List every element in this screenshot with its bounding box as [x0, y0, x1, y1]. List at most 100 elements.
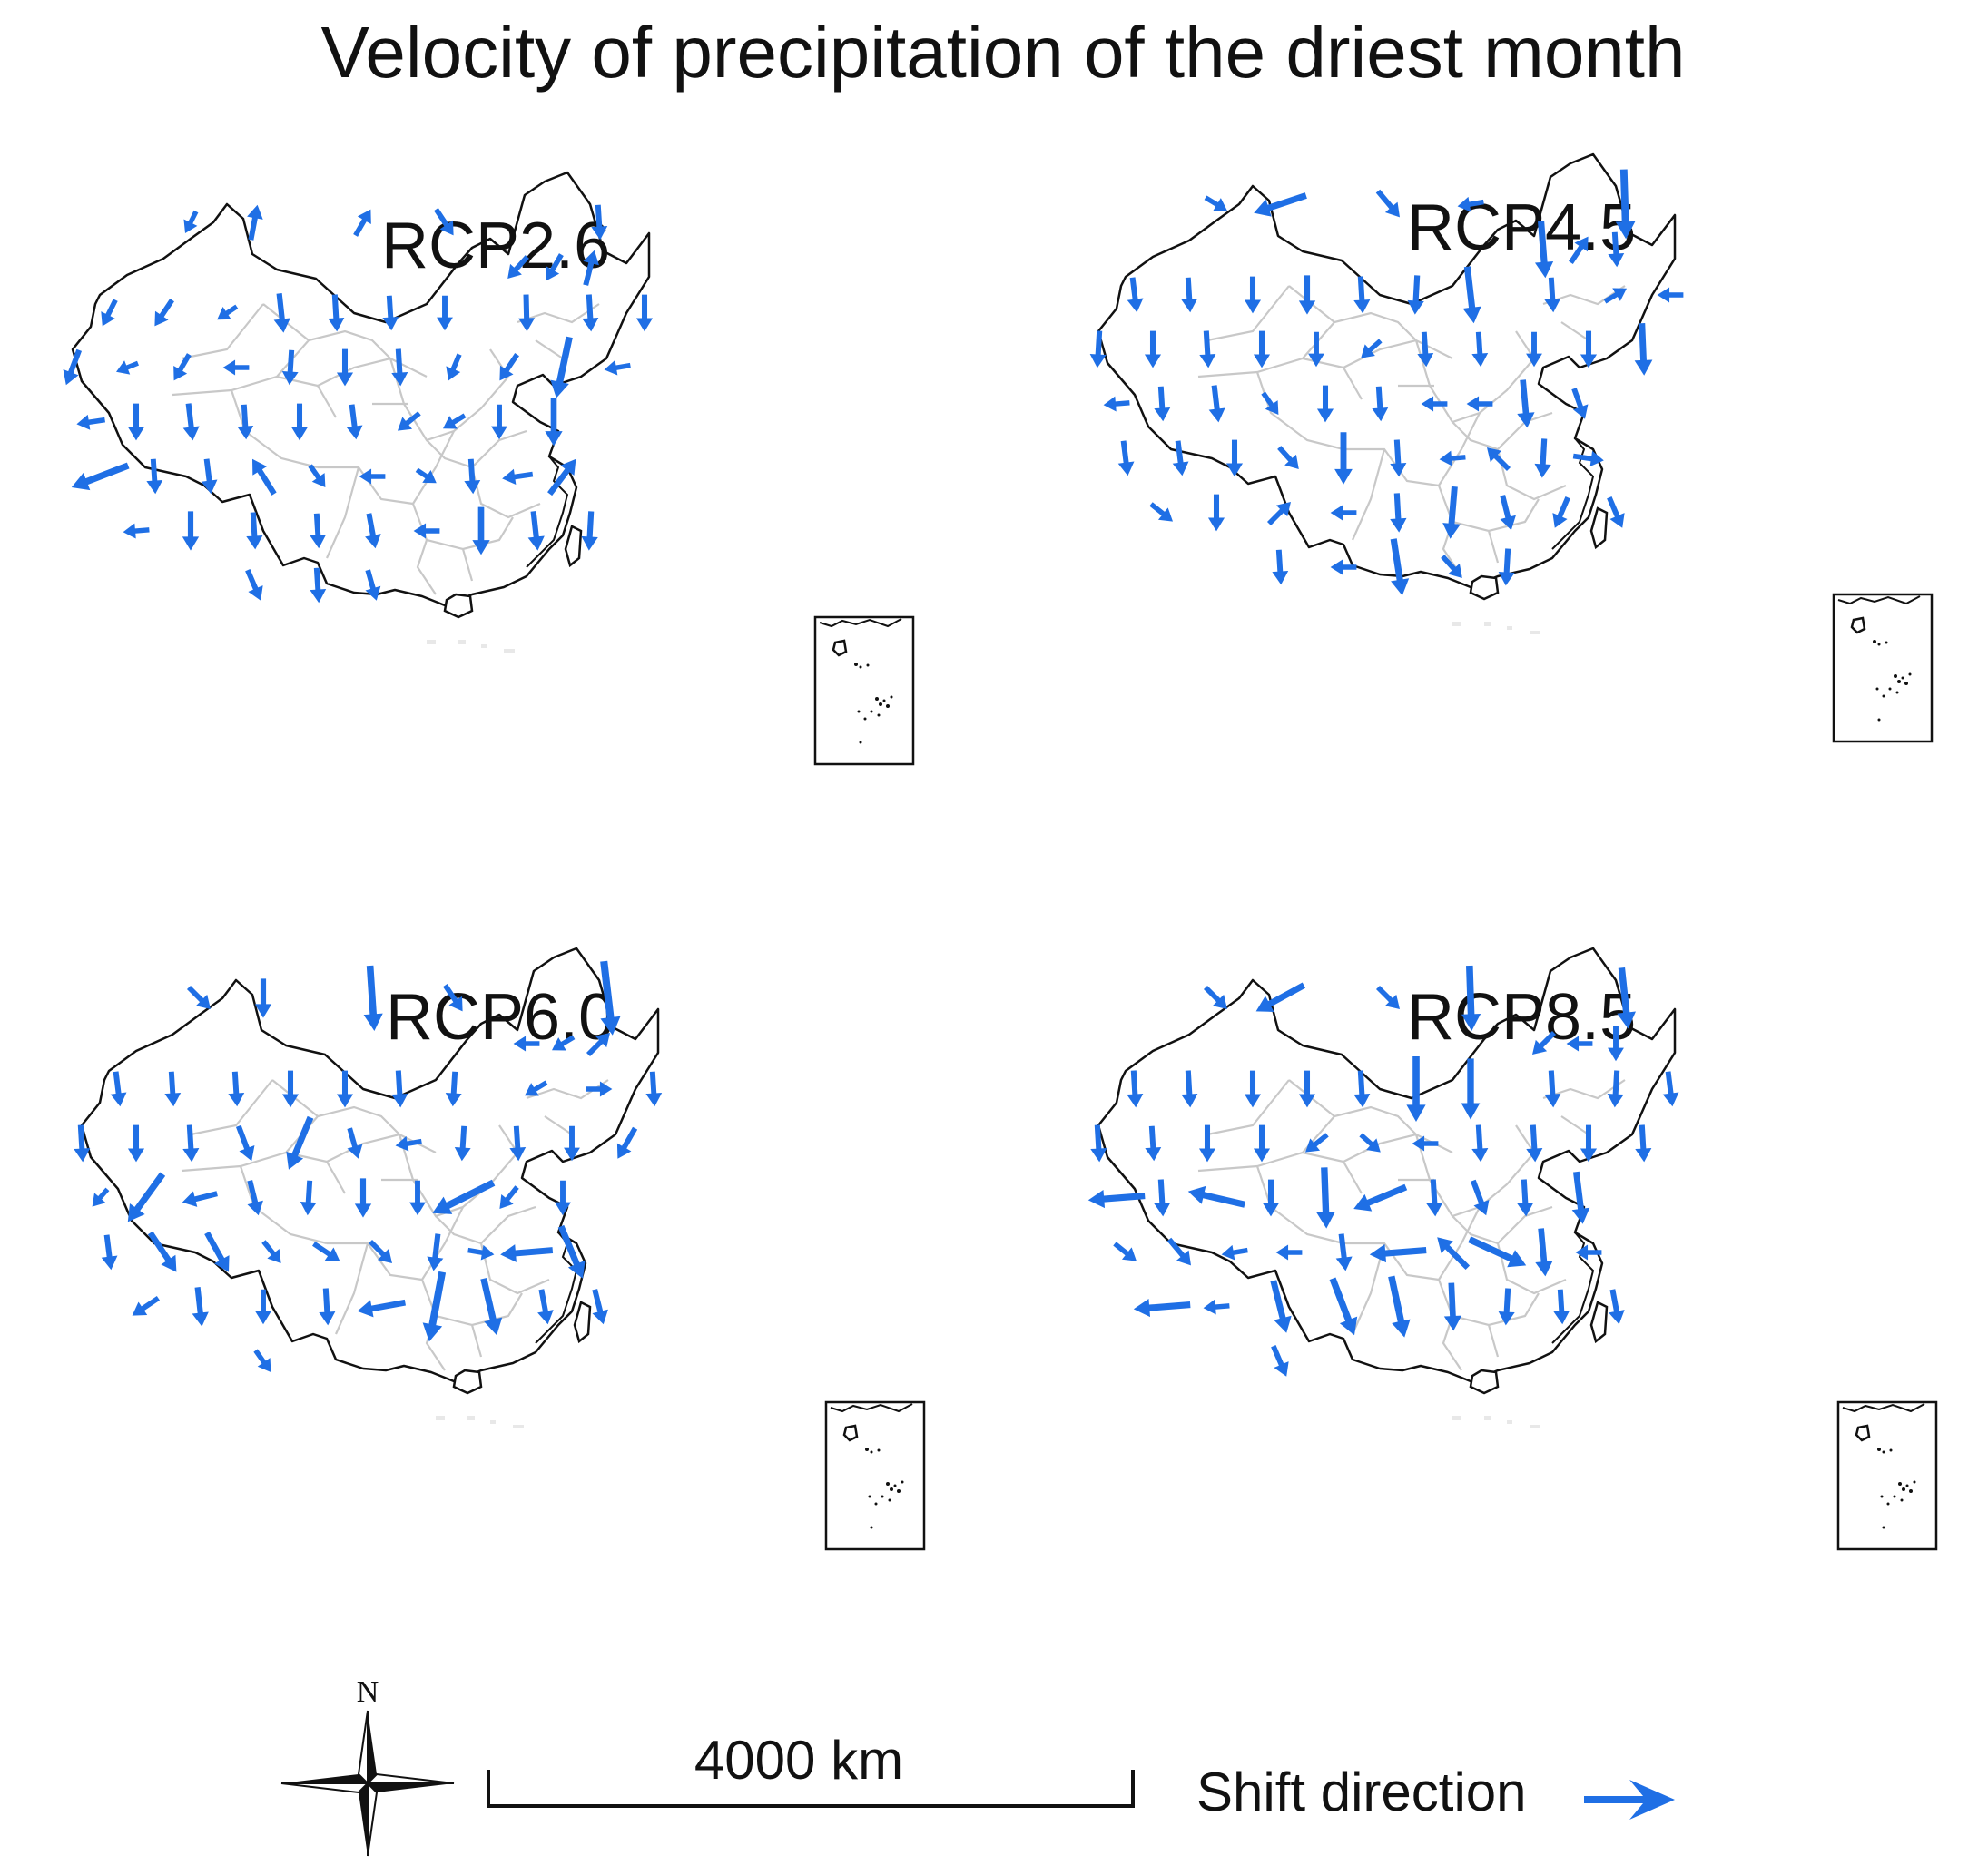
- shift-arrow: [1526, 331, 1542, 368]
- panel-rcp26: RCP2.6: [63, 171, 915, 766]
- shift-arrow: [1532, 1030, 1557, 1055]
- shift-arrow: [499, 353, 519, 381]
- shift-arrow: [1442, 486, 1461, 539]
- shift-arrow: [312, 1242, 340, 1261]
- shift-arrow: [1571, 1171, 1590, 1224]
- shift-arrow: [1204, 195, 1228, 211]
- compass-north-label: N: [357, 1675, 379, 1709]
- shift-arrow: [443, 984, 463, 1012]
- shift-arrow: [1133, 1298, 1191, 1318]
- shift-arrow: [1471, 331, 1489, 368]
- shift-arrow: [616, 1126, 638, 1159]
- shift-arrow: [1203, 1299, 1230, 1315]
- shift-arrow: [513, 1036, 540, 1052]
- shift-arrow: [1526, 1124, 1543, 1163]
- shift-arrow: [1575, 1244, 1602, 1261]
- shift-arrow: [525, 1080, 548, 1096]
- shift-arrow: [464, 458, 481, 495]
- shift-arrow: [357, 1299, 406, 1318]
- shift-arrow: [591, 204, 608, 241]
- shift-arrow: [1262, 1179, 1280, 1217]
- shift-arrow: [281, 349, 299, 386]
- shift-arrow: [353, 209, 371, 237]
- panel-label: RCP6.0: [386, 981, 615, 1054]
- shift-arrow: [434, 208, 454, 236]
- shift-arrow: [255, 1289, 271, 1325]
- panel-rcp45: RCP4.5: [1089, 152, 1934, 743]
- shift-arrow: [545, 398, 563, 447]
- shift-arrow: [127, 1172, 166, 1222]
- shift-arrow: [443, 413, 467, 429]
- shift-arrow: [1607, 496, 1625, 528]
- shift-arrow: [581, 511, 598, 551]
- shift-arrow: [1266, 502, 1291, 526]
- shift-arrow: [1181, 1070, 1198, 1108]
- shift-arrow: [347, 1127, 363, 1159]
- shift-arrow: [382, 295, 399, 331]
- shift-arrow: [310, 513, 327, 549]
- arrow-field: [1089, 169, 1684, 596]
- shift-arrow: [1221, 1244, 1248, 1261]
- shift-arrow: [422, 1271, 447, 1342]
- shift-arrow: [1154, 386, 1171, 422]
- shift-arrow: [1662, 1071, 1679, 1107]
- shift-arrow: [557, 1224, 586, 1279]
- shift-arrow: [1406, 1056, 1426, 1122]
- shift-arrow: [92, 1187, 110, 1207]
- shift-arrow: [583, 250, 599, 286]
- shift-arrow: [127, 1124, 145, 1163]
- shift-arrow: [1607, 1070, 1624, 1108]
- shift-arrow: [1412, 1135, 1439, 1152]
- shift-arrow: [365, 569, 381, 601]
- shift-arrow: [1388, 1275, 1411, 1338]
- shift-arrow: [1172, 440, 1189, 476]
- shift-arrow: [645, 1071, 663, 1107]
- shift-arrow: [132, 1296, 160, 1316]
- shift-arrow: [365, 513, 381, 549]
- shift-arrow: [182, 1124, 200, 1163]
- shift-arrow: [1571, 388, 1589, 419]
- shift-arrow: [1127, 1070, 1144, 1108]
- shift-arrow: [527, 511, 545, 551]
- shift-arrow: [1254, 192, 1307, 217]
- shift-arrow: [592, 1289, 608, 1325]
- shift-arrow: [1117, 440, 1135, 476]
- shift-arrow: [413, 523, 440, 539]
- shift-arrow: [1534, 438, 1551, 478]
- legend-label: Shift direction: [1196, 1762, 1527, 1822]
- shift-arrow: [127, 403, 145, 441]
- shift-arrow: [1316, 385, 1334, 423]
- shift-arrow: [1244, 1070, 1262, 1108]
- south-china-sea-inset: [1836, 1400, 1938, 1551]
- shift-arrow: [1090, 1124, 1107, 1163]
- shift-arrow: [217, 304, 239, 320]
- shift-arrow: [507, 255, 529, 279]
- shift-arrow: [1203, 985, 1227, 1009]
- shift-arrow: [1580, 1124, 1598, 1163]
- shift-arrow: [1330, 505, 1357, 521]
- shift-arrow: [472, 506, 490, 555]
- arrow-field: [1087, 965, 1679, 1377]
- shift-arrow: [245, 569, 263, 601]
- shift-arrow: [395, 1135, 422, 1152]
- shift-arrow: [491, 404, 507, 440]
- shift-arrow: [1335, 1233, 1353, 1271]
- north-arrow-compass-icon: N: [280, 1675, 455, 1857]
- shift-arrow: [555, 1180, 571, 1216]
- shift-arrow: [319, 1288, 336, 1326]
- shift-arrow: [1566, 1036, 1593, 1052]
- shift-arrow: [1426, 1179, 1443, 1217]
- shift-arrow: [547, 458, 576, 496]
- shift-arrow: [253, 1349, 271, 1373]
- shift-arrow: [300, 1180, 317, 1216]
- scale-bar: 4000 km: [487, 1730, 1135, 1808]
- shift-arrow: [1253, 1124, 1271, 1163]
- shift-arrow: [286, 1115, 314, 1170]
- shift-arrow: [1390, 493, 1407, 533]
- shift-arrow: [1471, 1124, 1489, 1163]
- shift-arrow: [146, 458, 163, 495]
- shift-arrow: [1089, 330, 1107, 368]
- shift-arrow: [409, 1180, 426, 1216]
- shift-arrow: [1359, 1133, 1381, 1153]
- shift-arrow: [328, 294, 345, 332]
